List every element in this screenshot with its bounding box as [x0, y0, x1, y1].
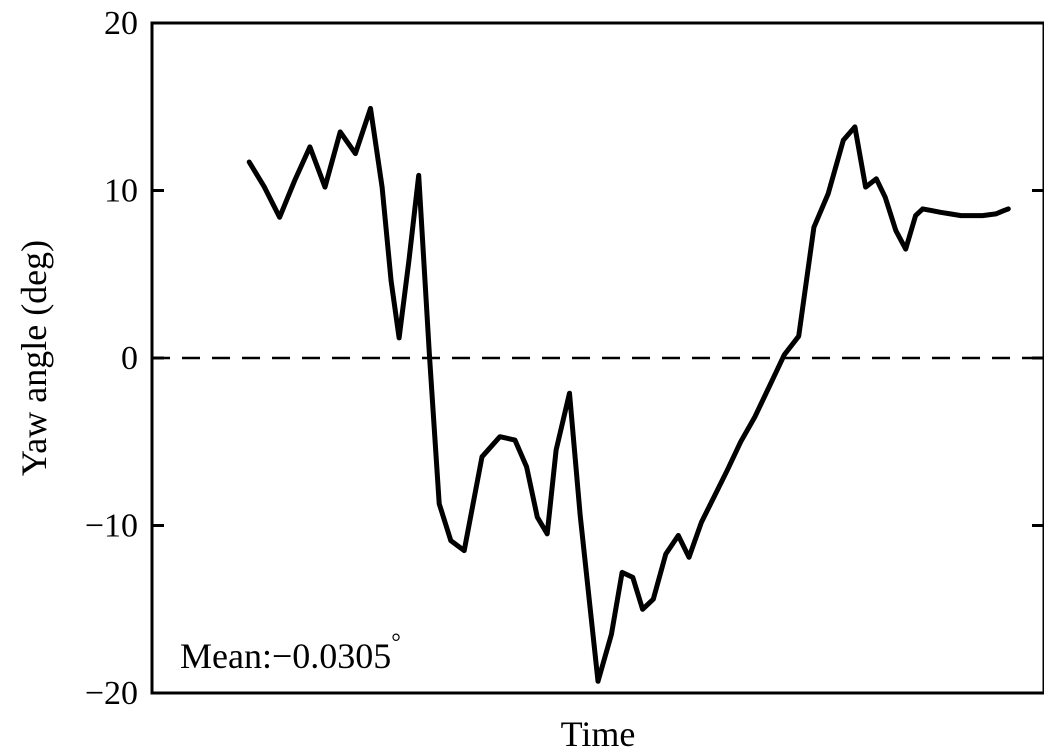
x-axis-title: Time [561, 714, 636, 753]
mean-annotation: Mean:−0.0305° [180, 630, 401, 676]
y-tick-label: 10 [104, 173, 138, 210]
series-line-yaw [249, 108, 1008, 681]
y-tick-label: 0 [121, 340, 138, 377]
y-axis-tick-labels: 20 10 0 −10 −20 [85, 5, 138, 712]
y-tick-label: 20 [104, 5, 138, 42]
y-tick-label: −20 [85, 675, 138, 712]
y-axis-title: Yaw angle (deg) [14, 240, 54, 476]
degree-symbol: ° [391, 630, 401, 656]
mean-annotation-text: Mean:−0.0305 [180, 636, 391, 676]
y-tick-label: −10 [85, 508, 138, 545]
